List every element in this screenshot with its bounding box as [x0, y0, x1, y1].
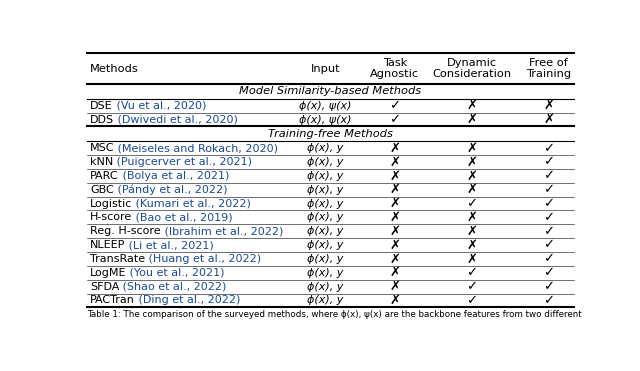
Text: ϕ(x), ψ(x): ϕ(x), ψ(x) — [300, 101, 352, 111]
Text: (Pándy et al., 2022): (Pándy et al., 2022) — [114, 184, 227, 195]
Text: ✓: ✓ — [389, 113, 401, 126]
Text: ✗: ✗ — [389, 239, 401, 252]
Text: ✗: ✗ — [389, 252, 401, 265]
Text: (Meiseles and Rokach, 2020): (Meiseles and Rokach, 2020) — [115, 143, 278, 153]
Text: PARC: PARC — [90, 171, 118, 181]
Text: ✓: ✓ — [467, 280, 477, 293]
Text: ✓: ✓ — [543, 294, 554, 307]
Text: DDS: DDS — [90, 115, 114, 125]
Text: (Bolya et al., 2021): (Bolya et al., 2021) — [118, 171, 229, 181]
Text: PACTran: PACTran — [90, 295, 135, 305]
Text: GBC: GBC — [90, 185, 114, 195]
Text: ϕ(x), y: ϕ(x), y — [307, 185, 344, 195]
Text: SFDA: SFDA — [90, 282, 119, 292]
Text: ϕ(x), y: ϕ(x), y — [307, 198, 344, 209]
Text: ✗: ✗ — [389, 266, 401, 279]
Text: (Vu et al., 2020): (Vu et al., 2020) — [113, 101, 206, 111]
Text: ✓: ✓ — [543, 197, 554, 210]
Text: ✓: ✓ — [543, 239, 554, 252]
Text: H-score: H-score — [90, 213, 132, 222]
Text: ✗: ✗ — [467, 113, 477, 126]
Text: (Kumari et al., 2022): (Kumari et al., 2022) — [132, 198, 251, 209]
Text: ✓: ✓ — [543, 155, 554, 168]
Text: ✗: ✗ — [467, 99, 477, 112]
Text: ϕ(x), y: ϕ(x), y — [307, 240, 344, 250]
Text: ✓: ✓ — [467, 197, 477, 210]
Text: ✗: ✗ — [389, 142, 401, 155]
Text: Training: Training — [526, 69, 572, 79]
Text: TransRate: TransRate — [90, 254, 145, 264]
Text: Free of: Free of — [529, 58, 568, 68]
Text: ✗: ✗ — [543, 113, 554, 126]
Text: (Li et al., 2021): (Li et al., 2021) — [125, 240, 214, 250]
Text: ✓: ✓ — [467, 294, 477, 307]
Text: ϕ(x), y: ϕ(x), y — [307, 254, 344, 264]
Text: ✗: ✗ — [389, 280, 401, 293]
Text: ϕ(x), y: ϕ(x), y — [307, 171, 344, 181]
Text: ϕ(x), y: ϕ(x), y — [307, 213, 344, 222]
Text: (Huang et al., 2022): (Huang et al., 2022) — [145, 254, 261, 264]
Text: ✓: ✓ — [543, 183, 554, 196]
Text: ✓: ✓ — [543, 170, 554, 183]
Text: (Puigcerver et al., 2021): (Puigcerver et al., 2021) — [113, 157, 252, 167]
Text: ✗: ✗ — [389, 294, 401, 307]
Text: Model Similarity-based Methods: Model Similarity-based Methods — [239, 86, 422, 96]
Text: ϕ(x), y: ϕ(x), y — [307, 143, 344, 153]
Text: ✓: ✓ — [543, 142, 554, 155]
Text: Training-free Methods: Training-free Methods — [268, 129, 393, 139]
Text: ϕ(x), y: ϕ(x), y — [307, 226, 344, 236]
Text: ✗: ✗ — [389, 211, 401, 224]
Text: MSC: MSC — [90, 143, 115, 153]
Text: ✓: ✓ — [389, 99, 401, 112]
Text: kNN: kNN — [90, 157, 113, 167]
Text: Task: Task — [383, 58, 407, 68]
Text: Reg. H-score: Reg. H-score — [90, 226, 161, 236]
Text: LogME: LogME — [90, 268, 127, 278]
Text: Dynamic: Dynamic — [447, 58, 497, 68]
Text: ΝLEEP: ΝLEEP — [90, 240, 125, 250]
Text: Consideration: Consideration — [432, 69, 511, 79]
Text: ✗: ✗ — [467, 170, 477, 183]
Text: ✗: ✗ — [467, 225, 477, 238]
Text: ϕ(x), y: ϕ(x), y — [307, 295, 344, 305]
Text: (Ibrahim et al., 2022): (Ibrahim et al., 2022) — [161, 226, 283, 236]
Text: ✗: ✗ — [467, 155, 477, 168]
Text: ✗: ✗ — [467, 252, 477, 265]
Text: ✗: ✗ — [389, 225, 401, 238]
Text: (Ding et al., 2022): (Ding et al., 2022) — [135, 295, 240, 305]
Text: ϕ(x), y: ϕ(x), y — [307, 282, 344, 292]
Text: ✗: ✗ — [467, 142, 477, 155]
Text: ✗: ✗ — [389, 155, 401, 168]
Text: ✗: ✗ — [389, 197, 401, 210]
Text: Table 1: The comparison of the surveyed methods, where ϕ(x), ψ(x) are the backbo: Table 1: The comparison of the surveyed … — [88, 310, 582, 319]
Text: (Bao et al., 2019): (Bao et al., 2019) — [132, 213, 233, 222]
Text: ✓: ✓ — [543, 225, 554, 238]
Text: Methods: Methods — [90, 63, 139, 73]
Text: Logistic: Logistic — [90, 198, 132, 209]
Text: ϕ(x), y: ϕ(x), y — [307, 157, 344, 167]
Text: (Dwivedi et al., 2020): (Dwivedi et al., 2020) — [114, 115, 238, 125]
Text: ✓: ✓ — [543, 280, 554, 293]
Text: ✗: ✗ — [389, 170, 401, 183]
Text: ✗: ✗ — [467, 239, 477, 252]
Text: ϕ(x), ψ(x): ϕ(x), ψ(x) — [300, 115, 352, 125]
Text: ✓: ✓ — [543, 266, 554, 279]
Text: ✗: ✗ — [467, 211, 477, 224]
Text: DSE: DSE — [90, 101, 113, 111]
Text: ✓: ✓ — [543, 252, 554, 265]
Text: ✗: ✗ — [389, 183, 401, 196]
Text: Input: Input — [310, 63, 340, 73]
Text: (Shao et al., 2022): (Shao et al., 2022) — [119, 282, 227, 292]
Text: ✗: ✗ — [467, 183, 477, 196]
Text: ϕ(x), y: ϕ(x), y — [307, 268, 344, 278]
Text: (You et al., 2021): (You et al., 2021) — [127, 268, 225, 278]
Text: Agnostic: Agnostic — [371, 69, 420, 79]
Text: ✗: ✗ — [543, 99, 554, 112]
Text: ✓: ✓ — [467, 266, 477, 279]
Text: ✓: ✓ — [543, 211, 554, 224]
